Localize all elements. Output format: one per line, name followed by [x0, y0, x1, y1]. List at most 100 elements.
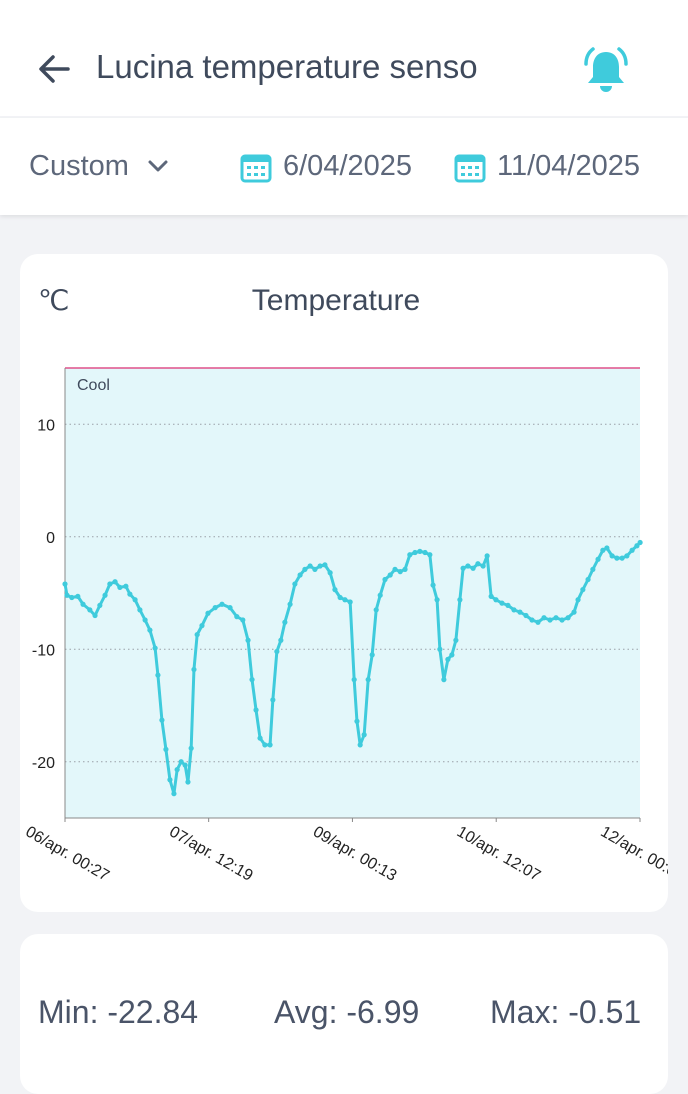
page-title: Lucina temperature senso [96, 48, 478, 85]
point [575, 597, 581, 603]
point [342, 597, 348, 603]
point [147, 627, 153, 633]
point [297, 572, 303, 578]
point [219, 601, 225, 607]
y-tick-label: -20 [32, 755, 55, 772]
range-select[interactable]: Custom [29, 150, 129, 182]
point [112, 579, 118, 585]
point [422, 549, 428, 556]
point [361, 732, 367, 738]
point [205, 610, 211, 616]
point [460, 565, 466, 571]
point [553, 615, 559, 621]
point [282, 619, 288, 625]
point [412, 549, 418, 556]
point [547, 617, 553, 623]
point [163, 746, 169, 752]
point [227, 605, 233, 611]
point [449, 652, 455, 658]
y-tick-label: -10 [32, 642, 55, 659]
calendar-icon [454, 154, 486, 183]
point [604, 545, 610, 551]
point [484, 553, 490, 559]
y-axis-unit: ℃ [38, 285, 69, 316]
point [369, 652, 375, 658]
point [69, 594, 75, 601]
point [475, 561, 481, 567]
point [64, 592, 70, 598]
point [307, 563, 313, 569]
point [629, 547, 635, 553]
point [565, 615, 571, 621]
point [437, 646, 443, 652]
point [292, 581, 298, 587]
point [523, 612, 529, 619]
stat-min: Min: -22.84 [38, 994, 199, 1030]
point [637, 539, 643, 546]
point [80, 601, 86, 607]
point [505, 602, 511, 608]
point [614, 555, 620, 561]
point [457, 597, 463, 603]
start-date[interactable]: 6/04/2025 [283, 150, 413, 182]
point [312, 566, 318, 572]
point [634, 543, 640, 549]
point [541, 615, 547, 621]
point [75, 593, 81, 599]
point [480, 563, 486, 569]
point [253, 707, 259, 713]
point [392, 566, 398, 572]
point [397, 569, 403, 575]
back-button[interactable] [36, 50, 74, 88]
point [535, 619, 541, 625]
point [152, 645, 158, 651]
point [559, 617, 565, 623]
point [430, 582, 436, 588]
point [402, 566, 408, 572]
point [377, 592, 383, 598]
point [590, 566, 596, 572]
y-tick-label: 0 [46, 530, 55, 547]
x-tick-label: 07/apr. 12:19 [166, 823, 255, 884]
point [123, 583, 129, 589]
point [441, 677, 447, 683]
point [322, 562, 328, 568]
point [453, 637, 459, 643]
point [585, 576, 591, 583]
point [142, 617, 148, 623]
point [137, 607, 143, 613]
stat-max: Max: -0.51 [490, 994, 642, 1030]
x-tick-label: 10/apr. 12:07 [454, 823, 543, 884]
chart-card: ℃ Temperature Cool 10 0 -10 -20 06/apr. 00:27… [20, 254, 687, 912]
point [571, 609, 577, 615]
point [287, 601, 293, 607]
point [92, 612, 98, 619]
point [327, 570, 333, 576]
point [127, 591, 133, 597]
point [470, 565, 476, 571]
point [511, 607, 517, 613]
point [417, 548, 423, 554]
point [337, 594, 343, 601]
point [465, 563, 471, 569]
point [357, 742, 363, 748]
point [619, 555, 625, 561]
app-bar: Lucina temperature senso [0, 0, 688, 116]
x-tick-label: 09/apr. 00:13 [310, 823, 399, 884]
point [267, 742, 273, 748]
end-date[interactable]: 11/04/2025 [497, 150, 640, 182]
point [240, 617, 246, 623]
point [373, 607, 379, 613]
point [199, 623, 205, 629]
point [159, 717, 165, 723]
point [174, 767, 180, 773]
x-tick-label: 06/apr. 00:27 [23, 823, 112, 884]
alarm-bell[interactable] [580, 44, 632, 96]
point [270, 697, 276, 703]
point [262, 742, 268, 748]
point [194, 632, 200, 638]
chart-title: Temperature [252, 284, 420, 317]
point [178, 759, 184, 765]
point [62, 581, 68, 587]
filter-bar: Custom 6/04/2025 11/04/2025 [0, 118, 688, 215]
